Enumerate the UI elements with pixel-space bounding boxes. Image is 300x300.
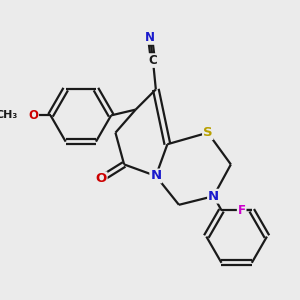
Text: CH₃: CH₃ <box>0 110 17 120</box>
Text: N: N <box>145 31 155 44</box>
Text: N: N <box>208 190 219 203</box>
Text: C: C <box>148 54 157 67</box>
Text: F: F <box>238 204 246 217</box>
Text: O: O <box>28 109 38 122</box>
Text: O: O <box>95 172 106 185</box>
Text: N: N <box>150 169 161 182</box>
Text: S: S <box>203 126 213 139</box>
